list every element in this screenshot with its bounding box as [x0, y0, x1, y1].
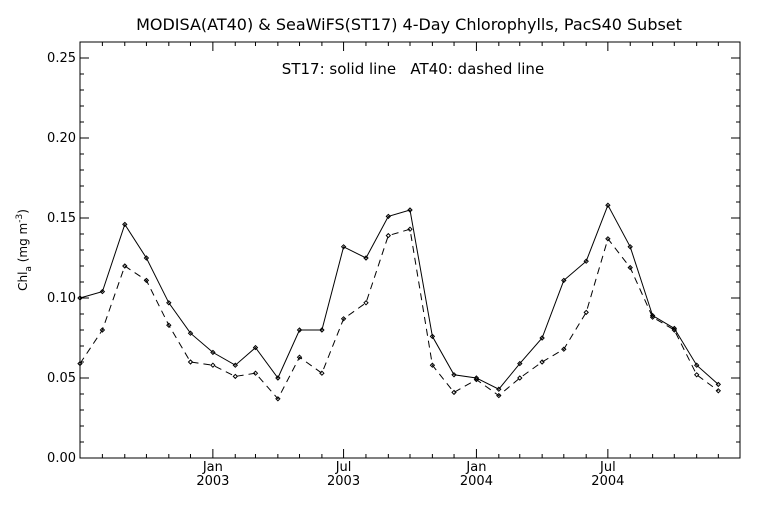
x-tick-label-year: 2004 — [591, 474, 624, 489]
series-line-st17 — [79, 204, 719, 390]
data-point-st17 — [496, 386, 502, 392]
data-point-st17 — [187, 330, 194, 336]
data-point-at40 — [363, 300, 369, 306]
data-point-at40 — [693, 372, 700, 378]
data-point-st17 — [385, 213, 392, 220]
data-point-st17 — [363, 255, 369, 261]
data-point-at40 — [583, 309, 589, 316]
y-axis-label-text: Chla (mg m-3) — [15, 209, 34, 291]
plot-frame — [79, 41, 741, 459]
data-point-at40 — [143, 277, 150, 284]
data-point-st17 — [517, 360, 523, 367]
data-point-at40 — [605, 236, 611, 242]
data-point-st17 — [296, 327, 303, 333]
data-point-at40 — [627, 264, 633, 271]
x-tick-label-month: Jan — [465, 460, 486, 475]
data-point-st17 — [340, 244, 347, 250]
chart-title: MODISA(AT40) & SeaWiFS(ST17) 4-Day Chlor… — [136, 15, 682, 34]
x-tick-label-year: 2003 — [196, 474, 229, 489]
y-tick-label: 0.15 — [47, 211, 76, 226]
data-point-st17 — [210, 349, 216, 356]
data-point-st17 — [232, 362, 239, 368]
data-point-at40 — [275, 396, 281, 402]
y-tick-label: 0.20 — [47, 131, 76, 146]
data-point-st17 — [319, 327, 325, 333]
data-point-at40 — [407, 226, 413, 232]
data-point-at40 — [99, 327, 106, 333]
data-point-st17 — [407, 207, 413, 213]
data-point-st17 — [275, 375, 281, 381]
data-point-at40 — [122, 263, 128, 269]
data-point-st17 — [166, 300, 172, 306]
x-tick-label-month: Jul — [335, 460, 352, 475]
y-tick-label: 0.05 — [47, 371, 76, 386]
x-tick-label-year: 2004 — [460, 474, 493, 489]
y-tick-label: 0.10 — [47, 291, 76, 306]
data-point-st17 — [99, 288, 106, 295]
legend-annotation: ST17: solid line AT40: dashed line — [282, 60, 544, 78]
y-tick-label: 0.25 — [47, 51, 76, 66]
y-axis-label: Chla (mg m-3) — [15, 209, 34, 291]
data-point-st17 — [539, 335, 545, 341]
data-point-st17 — [429, 333, 436, 340]
data-point-st17 — [122, 221, 128, 228]
data-point-at40 — [429, 362, 436, 368]
data-point-st17 — [605, 202, 611, 208]
data-point-at40 — [517, 375, 523, 381]
data-point-st17 — [252, 344, 259, 351]
x-tick-label-year: 2003 — [327, 474, 360, 489]
x-tick-label-month: Jan — [202, 460, 223, 475]
data-point-at40 — [166, 322, 172, 328]
data-point-at40 — [187, 359, 194, 365]
series-line-at40 — [79, 228, 719, 400]
data-point-at40 — [210, 362, 216, 368]
data-point-at40 — [252, 370, 259, 376]
x-tick-label-month: Jul — [599, 460, 616, 475]
data-point-at40 — [539, 359, 545, 365]
data-point-at40 — [296, 354, 303, 360]
data-point-at40 — [319, 370, 325, 376]
data-point-at40 — [77, 360, 83, 367]
data-point-at40 — [340, 316, 347, 322]
data-point-st17 — [671, 325, 678, 332]
data-point-st17 — [143, 255, 150, 261]
y-tick-label: 0.00 — [47, 451, 76, 466]
data-point-at40 — [232, 373, 239, 380]
data-point-at40 — [671, 327, 678, 333]
data-point-st17 — [77, 295, 83, 301]
data-point-st17 — [693, 362, 700, 368]
data-point-at40 — [715, 388, 722, 394]
data-point-st17 — [561, 277, 567, 284]
y-axis: 0.00 0.05 0.10 0.15 0.20 0.25 — [47, 51, 740, 466]
data-point-st17 — [627, 244, 633, 250]
data-point-at40 — [473, 376, 480, 383]
data-point-st17 — [715, 381, 722, 388]
data-point-at40 — [649, 314, 656, 320]
data-point-at40 — [561, 346, 567, 352]
data-point-at40 — [496, 392, 502, 399]
series-layer — [77, 202, 722, 402]
data-point-at40 — [451, 389, 457, 396]
data-point-st17 — [451, 372, 457, 378]
data-point-at40 — [385, 232, 392, 239]
data-point-st17 — [583, 258, 589, 264]
